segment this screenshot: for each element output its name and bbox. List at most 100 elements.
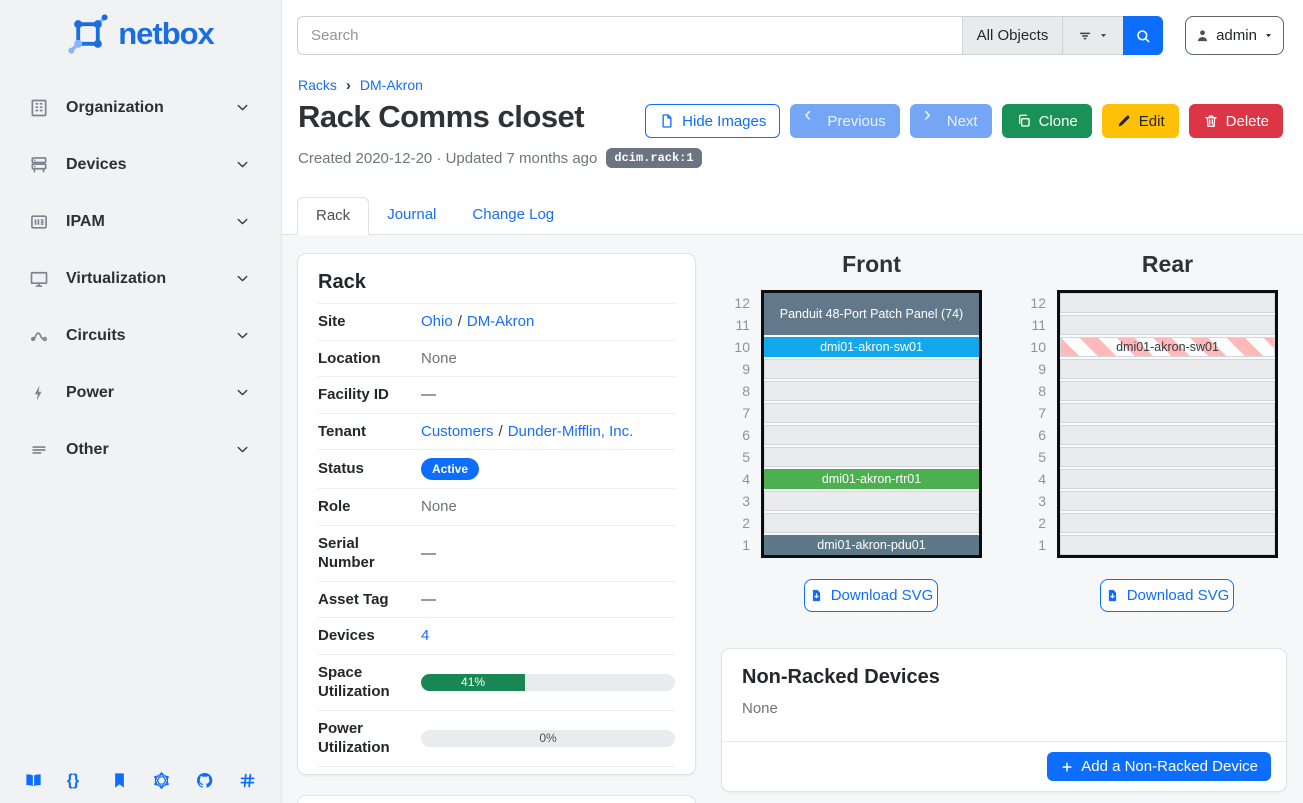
detail-row-space-utilization: Space Utilization 41% bbox=[318, 653, 675, 710]
slack-icon[interactable] bbox=[238, 771, 257, 790]
unit-number: 2 bbox=[742, 515, 750, 531]
unit-number: 11 bbox=[735, 317, 750, 333]
detail-label: Location bbox=[318, 349, 381, 367]
code-braces-icon[interactable]: {} bbox=[66, 772, 80, 789]
search-filter-button[interactable] bbox=[1062, 16, 1123, 55]
rack-device-dmi01-akron-pdu01[interactable]: dmi01-akron-pdu01 bbox=[764, 535, 979, 555]
delete-button[interactable]: Delete bbox=[1188, 104, 1283, 138]
sidebar-item-label: Organization bbox=[66, 98, 164, 116]
next-card-top-edge bbox=[297, 795, 696, 803]
customers-link[interactable]: Customers bbox=[421, 422, 494, 440]
breadcrumb-racks-link[interactable]: Racks bbox=[298, 77, 337, 93]
front-rack-elevation: Panduit 48-Port Patch Panel (74) dmi01-ak… bbox=[761, 290, 982, 558]
chevron-down-icon bbox=[234, 270, 251, 287]
non-racked-devices-card: Non-Racked Devices None Add a Non-Racked… bbox=[721, 648, 1287, 792]
previous-button[interactable]: ‹ Previous bbox=[790, 104, 900, 138]
tab-rack[interactable]: Rack bbox=[297, 197, 370, 235]
netbox-logo[interactable]: netbox bbox=[0, 0, 281, 63]
search-input[interactable] bbox=[297, 16, 962, 55]
tab-journal[interactable]: Journal bbox=[387, 206, 437, 223]
breadcrumb-dm-akron-link[interactable]: DM-Akron bbox=[359, 77, 423, 93]
detail-row-location: Location None bbox=[318, 339, 675, 377]
search-scope-button[interactable]: All Objects bbox=[962, 16, 1062, 55]
sidebar-item-ipam[interactable]: IPAM bbox=[0, 193, 281, 250]
detail-value: 41% bbox=[421, 673, 675, 691]
sidebar-footer-icons: {} bbox=[0, 771, 281, 790]
detail-row-asset-tag: Asset Tag — bbox=[318, 580, 675, 618]
unit-number: 12 bbox=[734, 295, 750, 311]
empty-rack-unit bbox=[1060, 293, 1275, 313]
empty-rack-unit bbox=[1060, 469, 1275, 489]
chevron-down-icon bbox=[234, 384, 251, 401]
detail-label: Devices bbox=[318, 627, 375, 644]
sidebar-nav: Organization Devices IPAM Virtualization Cir… bbox=[0, 79, 281, 478]
sidebar-item-circuits[interactable]: Circuits bbox=[0, 307, 281, 364]
user-menu-button[interactable]: admin bbox=[1185, 16, 1284, 55]
non-racked-devices-title: Non-Racked Devices bbox=[742, 666, 940, 688]
unit-number: 5 bbox=[1038, 449, 1046, 465]
chevron-down-icon bbox=[234, 327, 251, 344]
rack-card-title: Rack bbox=[318, 271, 366, 293]
unit-number: 3 bbox=[1038, 493, 1046, 509]
detail-row-role: Role None bbox=[318, 488, 675, 525]
sidebar-item-power[interactable]: Power bbox=[0, 364, 281, 421]
detail-row-devices: Devices 4 bbox=[318, 617, 675, 654]
chevron-down-icon bbox=[234, 99, 251, 116]
unit-number: 10 bbox=[1030, 339, 1046, 355]
detail-label: Serial Number bbox=[318, 534, 375, 572]
detail-value: — bbox=[421, 386, 675, 403]
graphql-icon[interactable] bbox=[152, 771, 171, 790]
docs-book-icon[interactable] bbox=[24, 771, 43, 790]
rear-download-svg-button[interactable]: Download SVG bbox=[1100, 579, 1234, 612]
detail-label: Space Utilization bbox=[318, 663, 390, 701]
sidebar-item-devices[interactable]: Devices bbox=[0, 136, 281, 193]
front-download-svg-button[interactable]: Download SVG bbox=[804, 579, 938, 612]
edit-button[interactable]: Edit bbox=[1101, 104, 1179, 138]
rack-device-dmi01-akron-sw01[interactable]: dmi01-akron-sw01 bbox=[1060, 337, 1275, 357]
next-button[interactable]: › Next bbox=[909, 104, 992, 138]
caret-down-icon bbox=[1098, 30, 1109, 41]
detail-row-tenant: Tenant Customers / Dunder-Mifflin, Inc. bbox=[318, 412, 675, 450]
rack-device-dmi01-akron-sw01[interactable]: dmi01-akron-sw01 bbox=[764, 337, 979, 357]
progress-label: 0% bbox=[539, 731, 557, 745]
empty-rack-unit bbox=[1060, 381, 1275, 401]
ohio-link[interactable]: Ohio bbox=[421, 313, 453, 331]
sidebar-item-virtualization[interactable]: Virtualization bbox=[0, 250, 281, 307]
empty-rack-unit bbox=[1060, 315, 1275, 335]
add-non-racked-device-button[interactable]: Add a Non-Racked Device bbox=[1047, 752, 1271, 781]
trash-icon bbox=[1203, 113, 1219, 129]
release-notes-icon[interactable] bbox=[110, 771, 129, 790]
unit-number: 11 bbox=[1031, 317, 1046, 333]
non-racked-devices-body: None bbox=[742, 700, 778, 717]
chevron-down-icon bbox=[234, 213, 251, 230]
rack-device-dmi01-akron-rtr01[interactable]: dmi01-akron-rtr01 bbox=[764, 469, 979, 489]
netbox-logo-text: netbox bbox=[118, 16, 215, 51]
rack-details-card: Rack Site Ohio / DM-Akron Location None Facili… bbox=[297, 253, 696, 775]
sidebar-item-other[interactable]: Other bbox=[0, 421, 281, 478]
download-svg-label: Download SVG bbox=[830, 587, 934, 604]
user-menu-label: admin bbox=[1216, 27, 1257, 44]
empty-rack-unit bbox=[764, 381, 979, 401]
dunder-mifflin-inc-link[interactable]: Dunder-Mifflin, Inc. bbox=[507, 422, 634, 440]
unit-number: 9 bbox=[742, 361, 750, 377]
detail-value: None bbox=[421, 350, 675, 367]
tab-change-log[interactable]: Change Log bbox=[472, 206, 555, 223]
caret-down-icon bbox=[1263, 30, 1274, 41]
clone-button[interactable]: Clone bbox=[1001, 104, 1092, 138]
empty-rack-unit bbox=[1060, 359, 1275, 379]
hide-images-button[interactable]: Hide Images bbox=[645, 104, 781, 138]
detail-value: Ohio / DM-Akron bbox=[421, 313, 535, 331]
devices-count-link[interactable]: 4 bbox=[421, 627, 430, 645]
rack-device-panduit-48-port-patch-panel-74[interactable]: Panduit 48-Port Patch Panel (74) bbox=[764, 293, 979, 335]
dm-akron-link[interactable]: DM-Akron bbox=[466, 313, 535, 331]
sidebar-item-organization[interactable]: Organization bbox=[0, 79, 281, 136]
progress-fill: 41% bbox=[421, 673, 526, 691]
button-label: Next bbox=[946, 112, 978, 130]
sidebar-item-label: Circuits bbox=[66, 326, 126, 344]
github-icon[interactable] bbox=[195, 771, 214, 790]
button-label: Edit bbox=[1138, 112, 1165, 130]
sidebar-item-label: Devices bbox=[66, 155, 127, 173]
search-submit-button[interactable] bbox=[1123, 16, 1163, 55]
page-meta: Created 2020-12-20 · Updated 7 months ag… bbox=[298, 148, 702, 168]
